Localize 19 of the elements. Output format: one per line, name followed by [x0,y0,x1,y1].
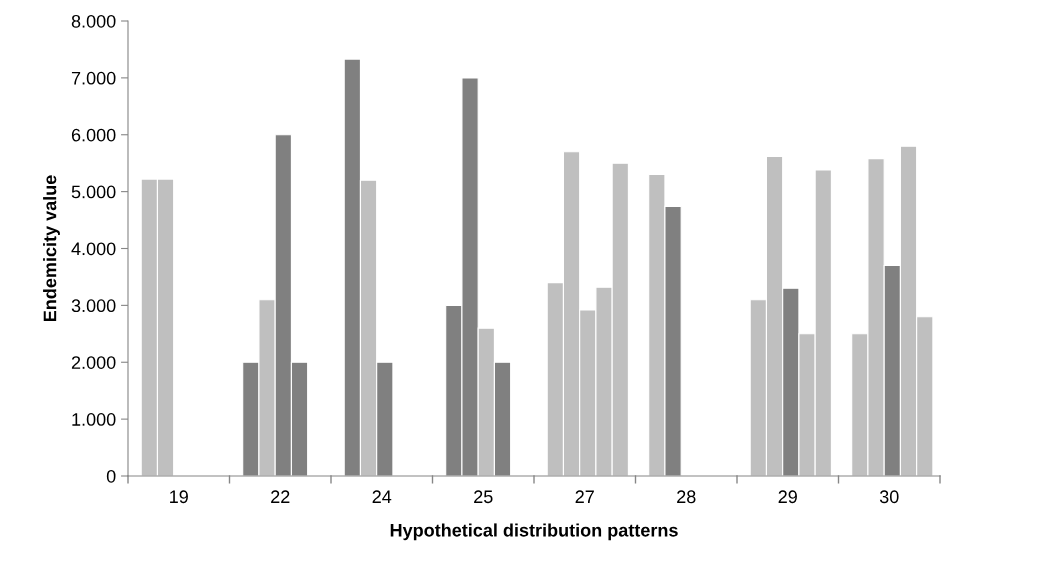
x-tick-label: 24 [372,490,392,503]
x-tick-label: 25 [474,490,493,504]
x-tick-label: 30 [879,490,899,504]
y-axis-title: Endemicity value [43,175,60,322]
y-tick-label: 8.000 [71,14,116,28]
x-tick-label: 27 [575,490,594,503]
y-tick-label: 5.000 [71,185,116,199]
x-tick-label: 29 [778,490,797,504]
y-tick-label: 7.000 [71,71,116,85]
y-tick-label: 4.000 [71,242,116,256]
y-tick-label: 2.000 [71,356,116,369]
y-tick-label: 0 [106,469,116,483]
y-tick-label: 1.000 [72,413,116,426]
x-axis-title: Hypothetical distribution patterns [390,523,678,541]
y-tick-label: 3.000 [71,299,116,313]
y-tick-label: 6.000 [71,128,116,142]
x-tick-label: 19 [170,490,188,504]
x-tick-label: 28 [677,490,696,504]
x-tick-label: 22 [271,490,290,503]
